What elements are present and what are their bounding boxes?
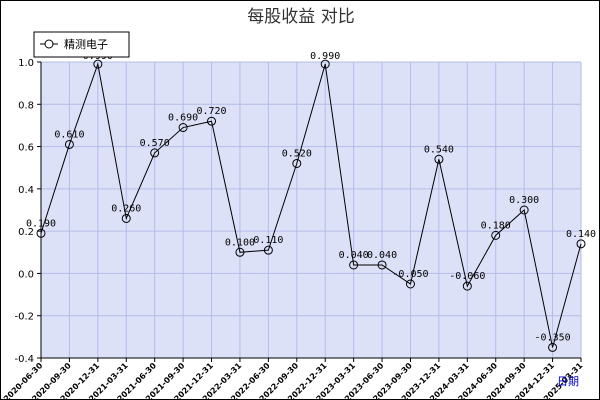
data-point (207, 116, 217, 126)
data-point (548, 342, 558, 352)
legend-entry: 精测电子 (64, 38, 108, 51)
y-tick-label: 0.2 (18, 227, 34, 238)
data-label: 0.720 (196, 106, 226, 117)
y-ticks: -0.4 -0.2 0.0 0.2 0.4 0.6 0.8 1.0 (14, 58, 41, 365)
data-point (93, 59, 103, 69)
data-point (576, 239, 586, 249)
data-label: 0.570 (140, 138, 170, 149)
data-point (491, 230, 501, 240)
data-label: 0.260 (111, 203, 141, 214)
data-label: -0.050 (392, 269, 428, 280)
x-ticks: 2020-06-302020-09-302020-12-312021-03-31… (2, 358, 585, 399)
data-label: 0.520 (282, 148, 312, 159)
y-tick-label: 0.4 (18, 185, 34, 196)
data-label: 0.110 (253, 235, 283, 246)
data-point (178, 123, 188, 133)
data-point (235, 247, 245, 257)
chart-title: 每股收益 对比 (247, 7, 354, 27)
data-point (121, 213, 131, 223)
y-tick-label: -0.2 (14, 312, 34, 323)
data-label: 0.140 (566, 229, 596, 240)
y-tick-label: 0.0 (18, 269, 34, 280)
data-label: 0.100 (225, 237, 255, 248)
legend-marker (44, 39, 54, 49)
data-label: 0.040 (367, 250, 397, 261)
plot-area (41, 62, 581, 358)
y-tick-label: 1.0 (18, 58, 34, 69)
data-label: 0.300 (509, 195, 539, 206)
data-label: 0.190 (26, 218, 56, 229)
y-tick-label: 0.8 (18, 100, 34, 111)
data-label: 0.540 (424, 144, 454, 155)
data-label: 0.990 (310, 51, 340, 62)
data-label: 0.610 (54, 129, 84, 140)
x-axis-label: 日期 (557, 375, 579, 388)
y-tick-label: -0.4 (14, 354, 34, 365)
y-tick-label: 0.6 (18, 143, 34, 154)
data-point (150, 148, 160, 158)
data-point (292, 158, 302, 168)
data-label: -0.060 (449, 271, 485, 282)
data-point (64, 139, 74, 149)
series-line (40, 62, 582, 348)
data-point (519, 205, 529, 215)
data-point (320, 59, 330, 69)
data-point (349, 260, 359, 270)
axes (40, 62, 581, 359)
data-point (434, 154, 444, 164)
data-label: 0.180 (481, 220, 511, 231)
data-point (462, 281, 472, 291)
data-label: 0.040 (339, 250, 369, 261)
data-point (405, 279, 415, 289)
data-point (36, 228, 46, 238)
legend: 精测电子 (33, 31, 130, 58)
data-point (263, 245, 273, 255)
data-label: 0.690 (168, 113, 198, 124)
data-label: -0.350 (535, 332, 571, 343)
data-point (377, 260, 387, 270)
